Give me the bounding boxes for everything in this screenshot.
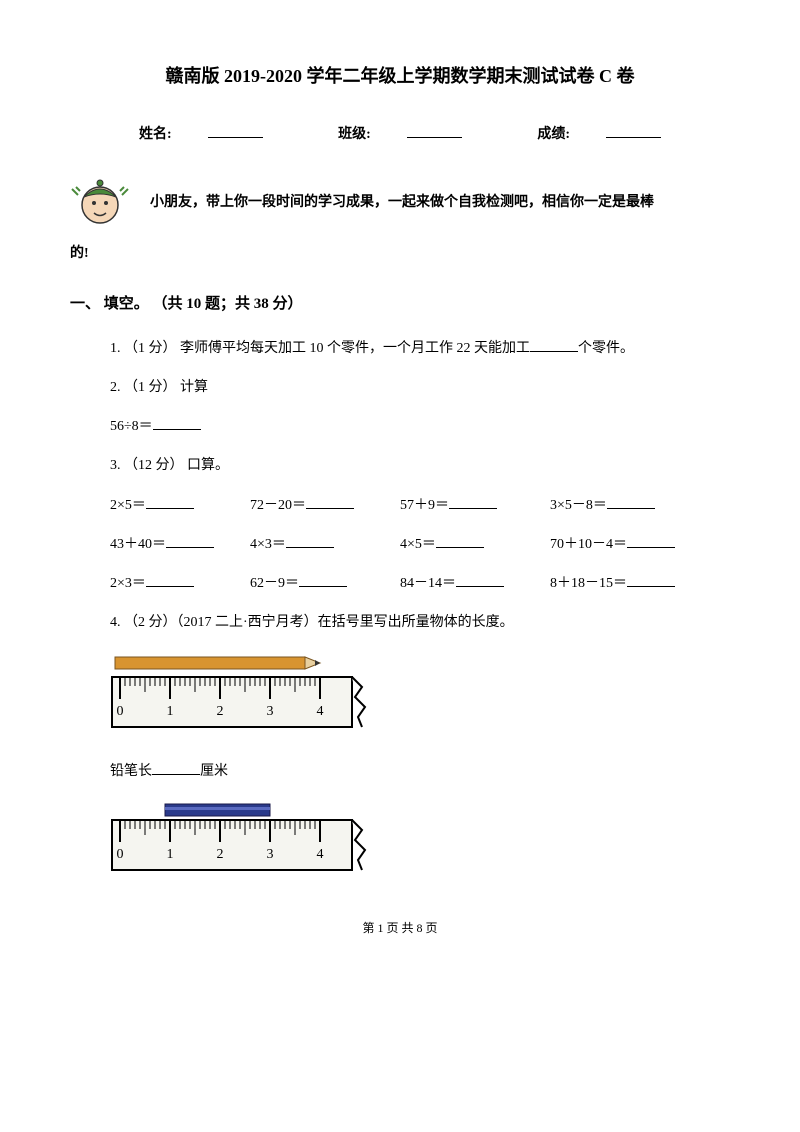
question-4: 4. （2 分）（2017 二上·西宁月考）在括号里写出所量物体的长度。 bbox=[110, 610, 730, 635]
intro-text-2: 的! bbox=[70, 241, 730, 266]
exam-title: 赣南版 2019-2020 学年二年级上学期数学期末测试试卷 C 卷 bbox=[70, 60, 730, 92]
calc-row-1: 2×5＝ 72－20＝ 57＋9＝ 3×5－8＝ bbox=[110, 493, 730, 518]
pencil-length-line: 铅笔长厘米 bbox=[110, 759, 730, 784]
page-footer: 第 1 页 共 8 页 bbox=[70, 918, 730, 940]
svg-text:0: 0 bbox=[117, 704, 124, 719]
question-2: 2. （1 分） 计算 bbox=[110, 375, 730, 400]
svg-text:0: 0 bbox=[117, 847, 124, 862]
question-1: 1. （1 分） 李师傅平均每天加工 10 个零件，一个月工作 22 天能加工个… bbox=[110, 336, 730, 361]
svg-text:2: 2 bbox=[217, 704, 224, 719]
svg-text:2: 2 bbox=[217, 847, 224, 862]
svg-text:4: 4 bbox=[317, 704, 324, 719]
ruler-bar-figure: 0 1 2 3 4 bbox=[110, 798, 730, 878]
svg-text:3: 3 bbox=[267, 847, 274, 862]
calc-row-3: 2×3＝ 62－9＝ 84－14＝ 8＋18－15＝ bbox=[110, 571, 730, 596]
svg-text:1: 1 bbox=[167, 704, 174, 719]
question-2-expr: 56÷8＝ bbox=[110, 414, 730, 439]
svg-text:3: 3 bbox=[267, 704, 274, 719]
intro-text-1: 小朋友，带上你一段时间的学习成果，一起来做个自我检测吧，相信你一定是最棒 bbox=[150, 190, 654, 215]
name-field: 姓名: bbox=[121, 127, 281, 142]
svg-text:1: 1 bbox=[167, 847, 174, 862]
ruler-pencil-figure: 0 1 2 3 4 bbox=[110, 649, 730, 739]
class-field: 班级: bbox=[320, 127, 480, 142]
section-1-header: 一、 填空。 （共 10 题；共 38 分） bbox=[70, 291, 730, 318]
calc-row-2: 43＋40＝ 4×3＝ 4×5＝ 70＋10－4＝ bbox=[110, 532, 730, 557]
question-3: 3. （12 分） 口算。 bbox=[110, 453, 730, 478]
mascot-icon bbox=[70, 173, 130, 233]
student-info-line: 姓名: 班级: 成绩: bbox=[70, 122, 730, 147]
svg-text:4: 4 bbox=[317, 847, 324, 862]
score-field: 成绩: bbox=[519, 127, 679, 142]
